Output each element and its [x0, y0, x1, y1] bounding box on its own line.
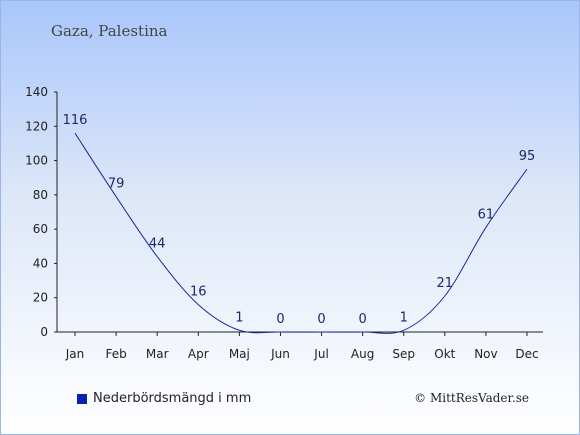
x-tick-label: Jan	[65, 347, 85, 361]
x-tick-label: Jul	[313, 347, 328, 361]
x-tick-label: Nov	[474, 347, 497, 361]
data-label: 1	[235, 310, 243, 325]
data-label: 1	[400, 310, 408, 325]
x-tick-label: Feb	[105, 347, 126, 361]
y-tick-label: 20	[33, 291, 48, 305]
data-label: 0	[358, 312, 366, 327]
data-label: 44	[149, 237, 166, 252]
y-tick-label: 40	[33, 256, 48, 270]
x-tick-label: Jun	[270, 347, 290, 361]
y-tick-label: 60	[33, 222, 48, 236]
data-label: 21	[437, 276, 454, 291]
data-label: 116	[63, 113, 88, 128]
x-tick-label: Maj	[229, 347, 250, 361]
legend-label: Nederbördsmängd i mm	[93, 391, 252, 406]
y-tick-label: 140	[25, 85, 48, 99]
series-line	[74, 132, 528, 334]
y-tick-label: 120	[25, 119, 48, 133]
data-label: 95	[519, 149, 536, 164]
chart-title: Gaza, Palestina	[51, 22, 168, 40]
credit-text: © MittResVader.se	[414, 391, 529, 405]
x-tick-label: Okt	[434, 347, 455, 361]
data-label: 79	[108, 177, 125, 192]
data-label: 0	[276, 312, 284, 327]
x-tick-label: Mar	[146, 347, 169, 361]
x-tick-label: Aug	[351, 347, 374, 361]
data-label: 16	[190, 285, 207, 300]
data-label: 61	[478, 207, 495, 222]
legend: Nederbördsmängd i mm	[77, 391, 251, 406]
legend-swatch	[77, 393, 87, 404]
x-tick-label: Sep	[392, 347, 415, 361]
data-label: 0	[317, 312, 325, 327]
x-tick-label: Apr	[188, 347, 209, 361]
y-tick-label: 80	[33, 188, 48, 202]
x-tick-label: Dec	[515, 347, 538, 361]
y-tick-label: 0	[40, 325, 48, 339]
y-tick-label: 100	[25, 154, 48, 168]
